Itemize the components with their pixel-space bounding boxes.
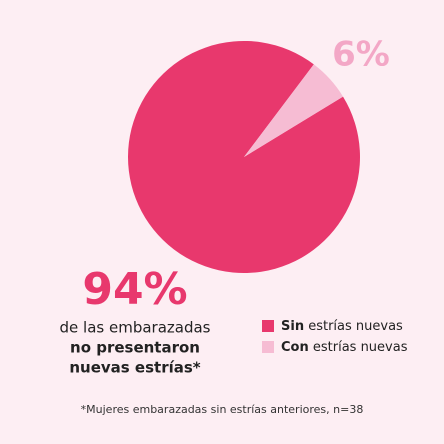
annotation: no presentaron <box>70 339 200 357</box>
pie-slice <box>244 64 344 157</box>
legend-swatch <box>262 320 274 332</box>
legend-label: Sin estrías nuevas <box>281 319 403 334</box>
pie-slice <box>127 40 361 274</box>
annotation: de las embarazadas <box>60 319 211 337</box>
legend-label: Con estrías nuevas <box>281 340 408 355</box>
legend-swatch <box>262 341 274 353</box>
annotation: nuevas estrías* <box>69 359 200 377</box>
footnote: *Mujeres embarazadas sin estrías anterio… <box>81 403 364 416</box>
value-label: 94% <box>82 264 187 315</box>
value-label: 6% <box>332 35 390 75</box>
